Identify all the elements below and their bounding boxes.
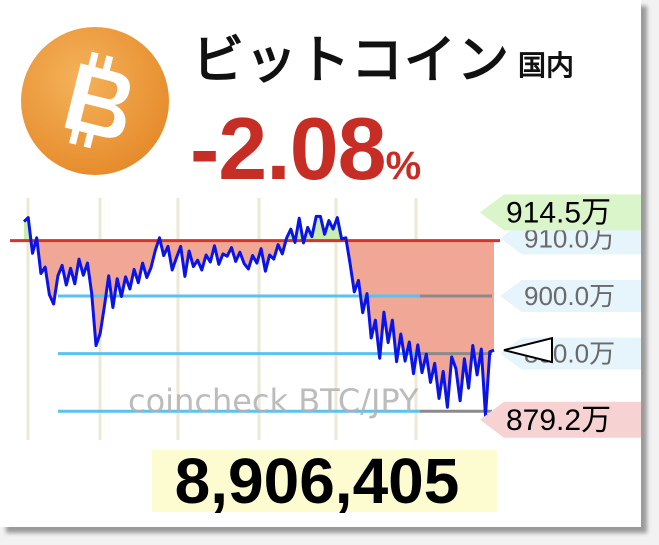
coin-name: ビットコイン bbox=[192, 31, 511, 91]
ticker-card: ビットコイン 国内 -2.08% 910.0万 900.0万 890.0万 coinc… bbox=[0, 0, 641, 527]
low-price-label: 879.2万 bbox=[506, 404, 611, 437]
high-price-label: 914.5万 bbox=[506, 196, 611, 229]
current-price: 8,906,405 bbox=[174, 445, 460, 517]
chart-watermark: coincheck BTC/JPY bbox=[128, 382, 419, 420]
low-tag bbox=[480, 401, 641, 438]
bitcoin-logo-icon bbox=[21, 27, 169, 175]
price-highlight bbox=[152, 450, 497, 512]
change-percent: -2.08% bbox=[190, 98, 421, 200]
high-tag bbox=[480, 194, 641, 231]
area-below-reference bbox=[24, 240, 494, 416]
change-unit: % bbox=[385, 144, 422, 188]
tick-label-1: 900.0万 bbox=[524, 281, 615, 311]
tick-tag-1 bbox=[500, 279, 641, 312]
market-region-label: 国内 bbox=[518, 49, 575, 82]
price-line bbox=[22, 214, 495, 418]
current-price-arrow-icon bbox=[503, 336, 553, 364]
change-value: -2.08 bbox=[190, 99, 387, 198]
area-above-reference bbox=[24, 216, 347, 241]
